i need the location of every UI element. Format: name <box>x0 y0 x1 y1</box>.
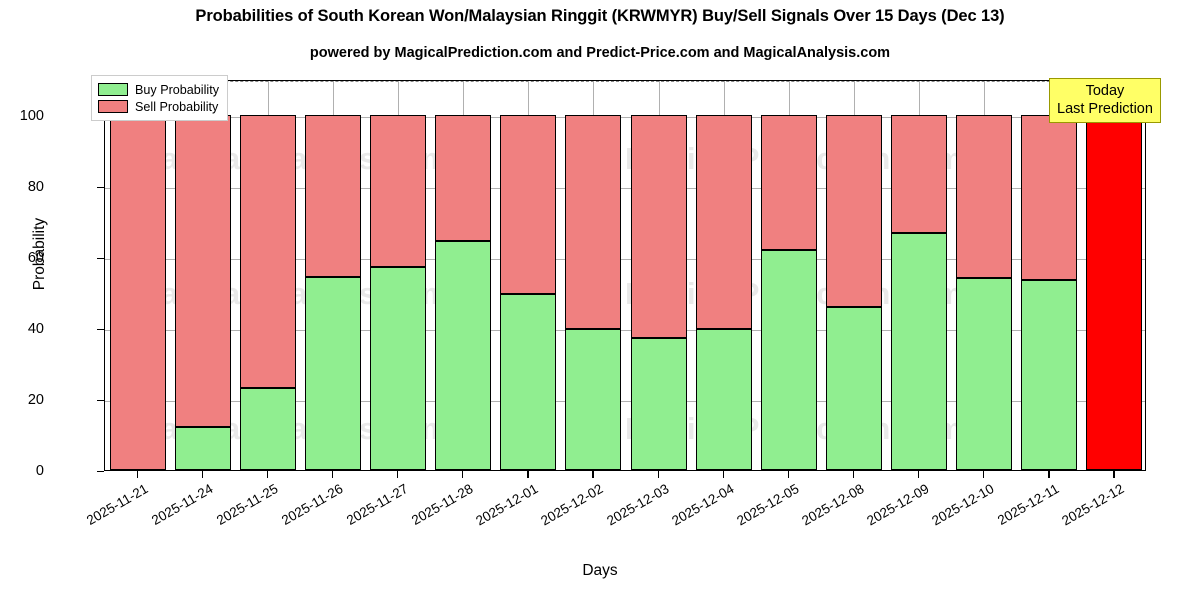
bar-segment-buy <box>435 241 492 470</box>
x-axis-tick-mark <box>1048 471 1050 478</box>
x-axis-tick-mark <box>266 471 269 478</box>
legend-swatch-sell-icon <box>98 100 128 113</box>
bar-segment-buy <box>1021 280 1078 470</box>
chart-subtitle: powered by MagicalPrediction.com and Pre… <box>309 45 891 61</box>
bar-stacked <box>239 81 296 470</box>
y-gridline <box>105 258 1145 260</box>
x-axis-tick-mark <box>918 471 920 478</box>
bar-segment-buy <box>304 277 361 470</box>
bar-segment-sell <box>500 114 557 294</box>
bar-segment-sell <box>956 114 1013 279</box>
legend-label-sell: Sell Probability <box>135 99 219 114</box>
x-axis-tick-mark <box>397 471 399 478</box>
legend-label-buy: Buy Probability <box>135 82 219 97</box>
bar-segment-buy <box>695 329 752 470</box>
bar-segment-buy <box>956 278 1013 470</box>
bar-stacked <box>370 81 427 470</box>
y-gridline <box>105 400 1145 402</box>
y-axis-tick-label: 0 <box>35 463 44 479</box>
bar-stacked <box>630 81 687 470</box>
y-axis-tick-mark <box>97 328 104 331</box>
y-axis-tick-mark <box>97 186 104 188</box>
x-axis-label: Days <box>582 562 618 579</box>
x-axis-tick-mark <box>852 471 855 478</box>
x-axis-tick-mark <box>331 471 334 478</box>
bar-segment-buy <box>565 328 622 470</box>
y-gridline <box>105 329 1145 331</box>
bar-segment-sell <box>565 114 622 329</box>
y-axis-tick-mark <box>97 257 104 260</box>
bar-segment-sell <box>760 114 817 251</box>
x-axis-tick-mark <box>201 471 203 478</box>
bar-segment-sell <box>1021 114 1078 281</box>
x-axis-tick-mark <box>657 471 659 478</box>
bar-stacked <box>1021 81 1078 470</box>
x-axis-tick-mark <box>787 471 790 478</box>
bar-segment-sell <box>825 114 882 307</box>
plot-area: MagicalAnalysis.comMagicalPrediction.com… <box>104 80 1146 471</box>
y-axis-tick-mark <box>97 399 104 402</box>
today-annotation: Today Last Prediction <box>1049 78 1161 124</box>
bar-stacked <box>174 81 231 470</box>
y-axis-tick-label: 80 <box>27 178 44 195</box>
bar-stacked <box>435 81 492 470</box>
bar-segment-sell <box>370 114 427 268</box>
y-gridline <box>105 187 1145 189</box>
y-axis-tick-mark <box>97 471 104 473</box>
chart-title: Probabilities of South Korean Won/Malays… <box>195 7 1005 25</box>
bar-stacked <box>304 81 361 470</box>
y-axis-tick-label: 60 <box>27 249 44 266</box>
bar-today <box>1086 81 1143 470</box>
reference-line <box>105 81 1145 82</box>
bar-segment-sell <box>630 114 687 338</box>
today-label-line2: Last Prediction <box>1057 101 1153 118</box>
bar-stacked <box>825 81 882 470</box>
x-axis-tick-mark <box>722 471 724 478</box>
bar-stacked <box>500 81 557 470</box>
today-label-line1: Today <box>1085 83 1125 99</box>
legend-item-buy: Buy Probability <box>98 81 219 98</box>
bar-stacked <box>891 81 948 470</box>
legend-item-sell: Sell Probability <box>98 98 219 115</box>
x-axis-tick-mark <box>983 471 985 478</box>
bar-segment-sell <box>174 114 231 428</box>
bar-segment-buy <box>500 293 557 470</box>
x-axis-tick-mark <box>1113 471 1115 478</box>
y-axis-tick-label: 100 <box>19 107 44 124</box>
bar-segment-sell <box>695 114 752 330</box>
bars-layer <box>105 81 1145 470</box>
y-gridline <box>105 116 1145 118</box>
bar-stacked <box>109 81 166 470</box>
x-axis-tick-mark <box>592 471 594 478</box>
x-axis-tick-mark <box>462 471 464 478</box>
bar-stacked <box>695 81 752 470</box>
y-axis-tick-label: 20 <box>27 391 44 408</box>
bar-segment-buy <box>891 233 948 470</box>
bar-segment-sell <box>109 114 166 470</box>
bar-segment-sell <box>891 114 948 234</box>
bar-segment-buy <box>760 250 817 470</box>
bar-segment-sell <box>435 114 492 242</box>
bar-segment-buy <box>630 337 687 470</box>
x-axis-tick-mark <box>527 471 529 478</box>
bar-stacked <box>956 81 1013 470</box>
y-axis-tick-label: 40 <box>27 320 44 337</box>
bar-segment-buy <box>239 388 296 470</box>
bar-segment-buy <box>370 267 427 470</box>
bar-segment-buy <box>174 427 231 470</box>
bar-stacked <box>760 81 817 470</box>
bar-segment-sell <box>304 114 361 277</box>
bar-stacked <box>565 81 622 470</box>
bar-segment-buy <box>825 306 882 470</box>
legend-swatch-buy-icon <box>98 83 128 96</box>
bar-segment-sell <box>1086 114 1143 470</box>
x-axis-tick-mark <box>136 471 138 478</box>
bar-segment-sell <box>239 114 296 389</box>
chart-legend: Buy Probability Sell Probability <box>91 75 228 121</box>
